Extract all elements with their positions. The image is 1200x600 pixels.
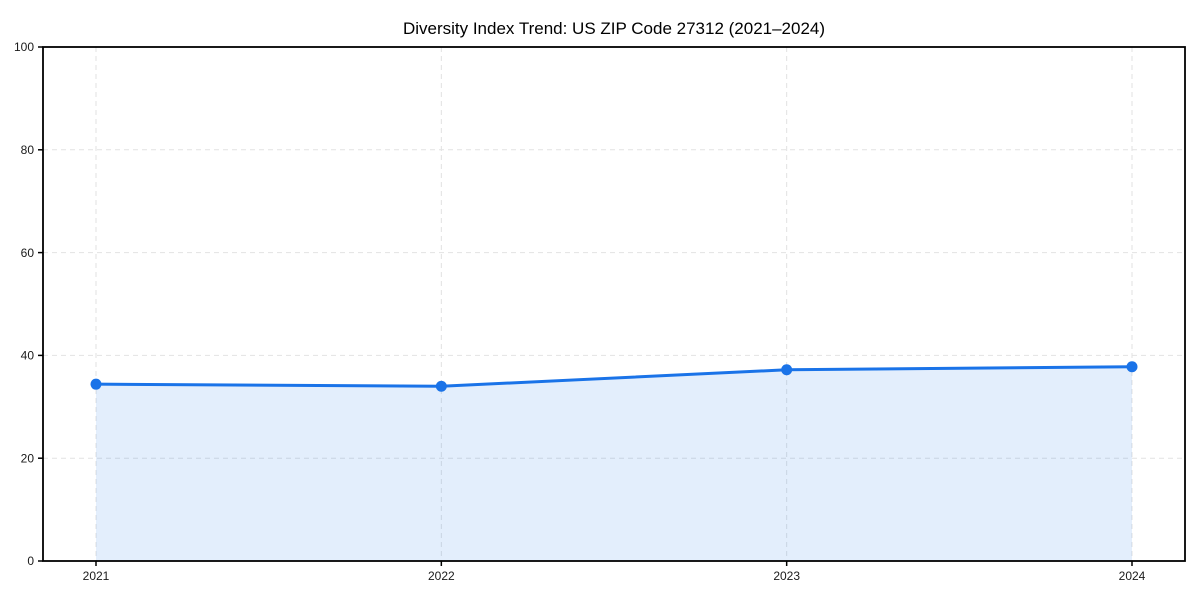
y-tick-label: 80 [21,143,35,157]
data-point-2024 [1126,361,1138,373]
y-tick-label: 20 [21,451,35,465]
y-tick-label: 60 [21,246,35,260]
plot-layer: 0 20 40 60 80 100 2021 2022 2023 2024 [14,40,1186,583]
x-tick-label: 2024 [1119,569,1146,583]
plot-border [42,46,1186,562]
y-tick-label: 100 [14,40,34,54]
y-tick-label: 40 [21,349,35,363]
x-tick-label: 2022 [428,569,455,583]
trend-line [94,365,1134,388]
x-tick-label: 2023 [773,569,800,583]
data-point-2023 [781,364,793,376]
data-point-2022 [435,380,447,392]
data-point-2021 [90,378,102,390]
x-tick-label: 2021 [83,569,110,583]
chart-title: Diversity Index Trend: US ZIP Code 27312… [403,19,825,38]
area-fill [96,366,1132,561]
y-tick-label: 0 [27,554,34,568]
